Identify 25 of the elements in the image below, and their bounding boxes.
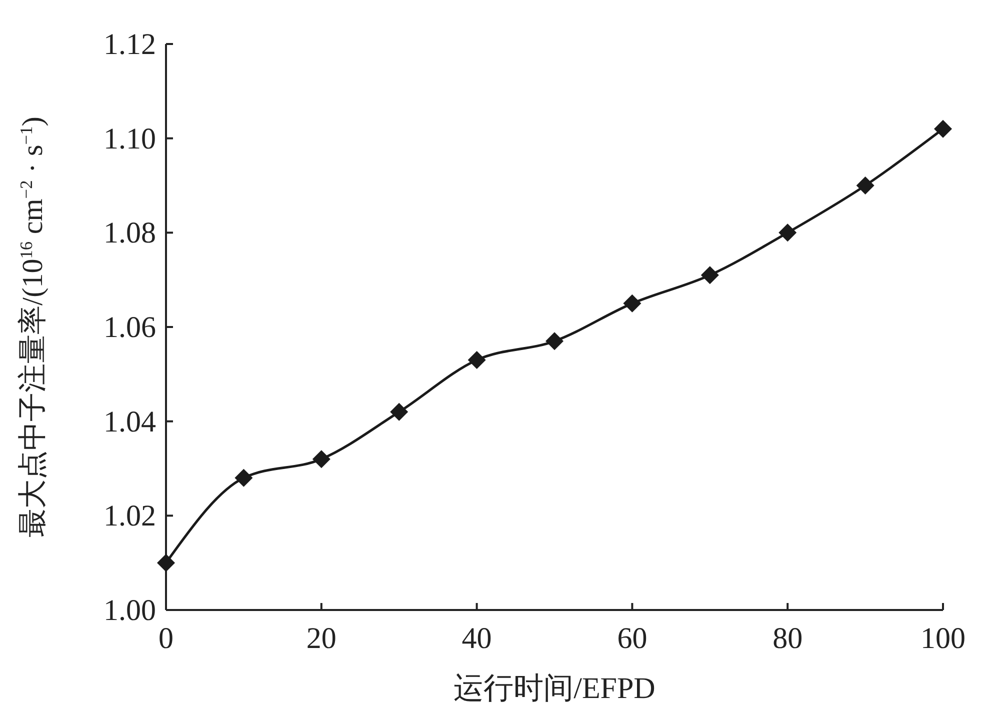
- point: [778, 224, 797, 242]
- x-tick-label: 60: [617, 622, 648, 655]
- point: [234, 468, 253, 487]
- x-tick-label: 100: [920, 622, 966, 655]
- point: [934, 120, 952, 138]
- point: [546, 332, 564, 350]
- point: [700, 266, 719, 284]
- point: [312, 450, 330, 468]
- y-tick-label: 1.06: [104, 311, 156, 344]
- y-tick-label: 1.02: [104, 500, 156, 533]
- y-tick-label: 1.08: [104, 216, 156, 250]
- point: [390, 402, 408, 421]
- x-tick-label: 0: [158, 622, 174, 655]
- x-tick-label: 20: [306, 622, 336, 655]
- y-tick-label: 1.04: [104, 405, 156, 438]
- point: [468, 351, 486, 370]
- y-tick-label: 1.10: [104, 122, 156, 156]
- y-tick-label: 1.12: [104, 28, 156, 61]
- x-tick-label: 80: [772, 622, 803, 655]
- y-tick-label: 1.00: [104, 594, 156, 627]
- point: [623, 294, 642, 312]
- point: [157, 554, 175, 572]
- point: [856, 176, 874, 194]
- x-tick-label: 40: [462, 622, 492, 655]
- x-axis-title: 运行时间/EFPD: [454, 672, 656, 705]
